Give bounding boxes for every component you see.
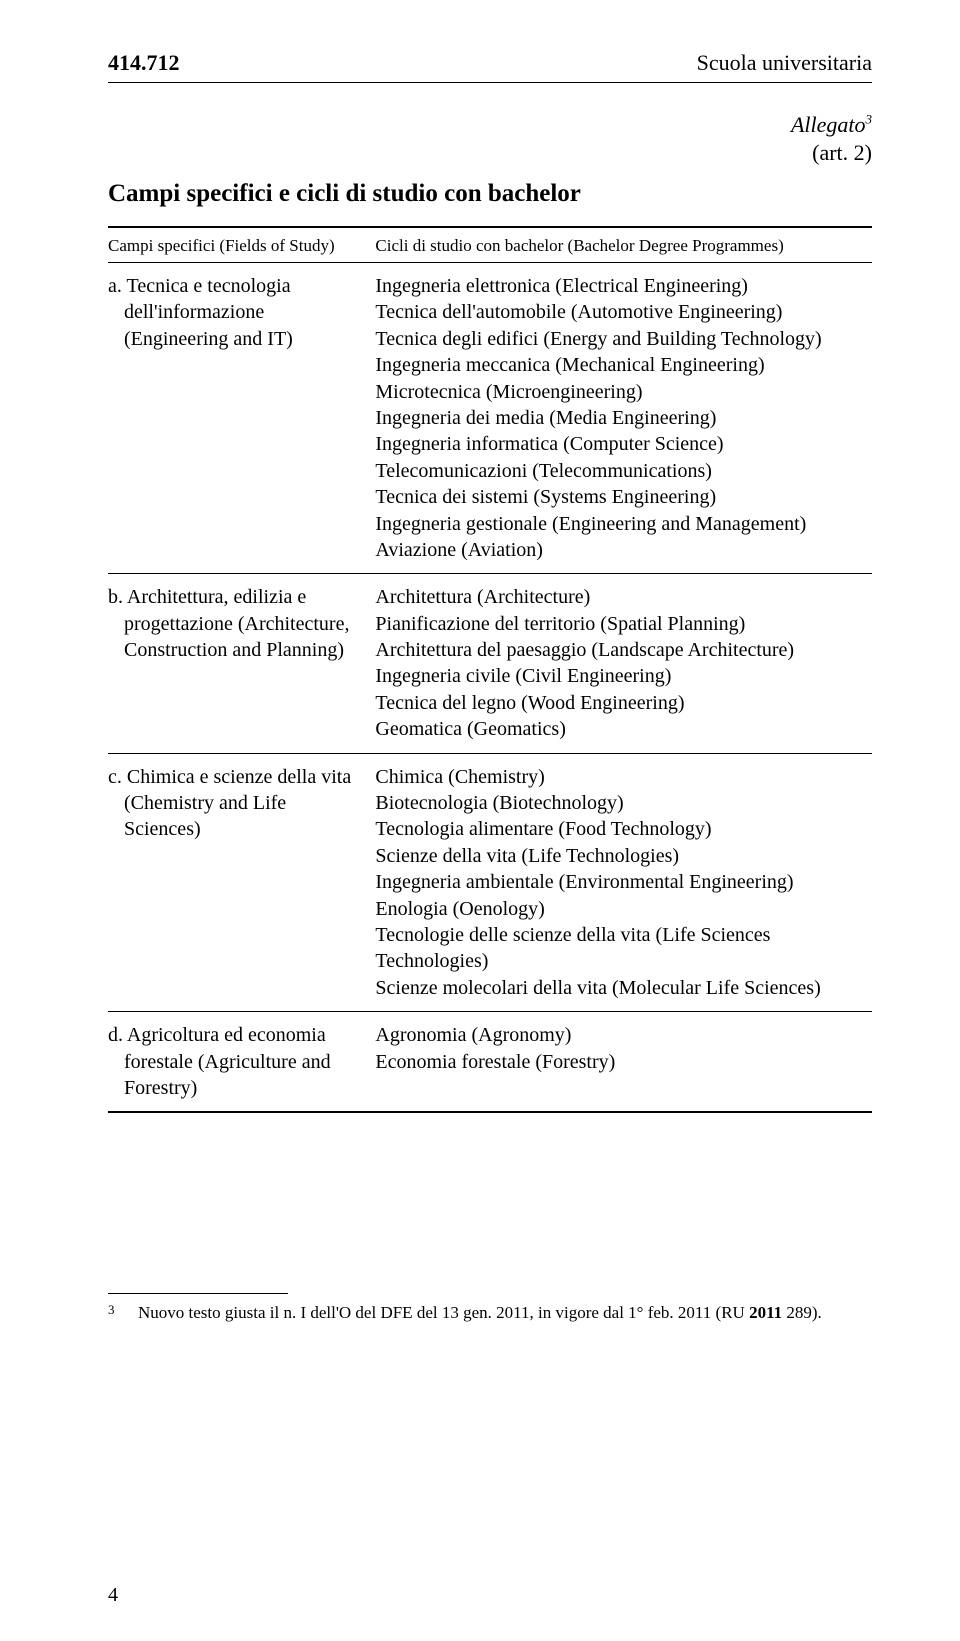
programme-item: Ingegneria civile (Civil Engineering)	[375, 663, 862, 689]
programme-item: Biotecnologia (Biotechnology)	[375, 790, 862, 816]
programme-item: Geomatica (Geomatics)	[375, 716, 862, 742]
field-cell: b. Architettura, edilizia e progettazion…	[108, 574, 375, 753]
programme-item: Ingegneria meccanica (Mechanical Enginee…	[375, 352, 862, 378]
table-header-programmes: Cicli di studio con bachelor (Bachelor D…	[375, 227, 872, 263]
allegato-label: Allegato	[791, 112, 866, 137]
table-row: d. Agricoltura ed economia forestale (Ag…	[108, 1012, 872, 1113]
table-header-fields: Campi specifici (Fields of Study)	[108, 227, 375, 263]
table-header-row: Campi specifici (Fields of Study) Cicli …	[108, 227, 872, 263]
footnote-number: 3	[108, 1302, 138, 1323]
page-number: 4	[108, 1584, 118, 1607]
programme-item: Chimica (Chemistry)	[375, 764, 862, 790]
programme-item: Tecnica dei sistemi (Systems Engineering…	[375, 484, 862, 510]
table-row: c. Chimica e scienze della vita (Chemist…	[108, 753, 872, 1012]
programme-item: Tecnica del legno (Wood Engineering)	[375, 690, 862, 716]
table-row: a. Tecnica e tecnologia dell'informazion…	[108, 263, 872, 574]
programme-item: Tecnica dell'automobile (Automotive Engi…	[375, 299, 862, 325]
programme-item: Tecnologie delle scienze della vita (Lif…	[375, 922, 862, 975]
field-label: a. Tecnica e tecnologia dell'informazion…	[108, 273, 365, 352]
programme-item: Ingegneria dei media (Media Engineering)	[375, 405, 862, 431]
footnote: 3 Nuovo testo giusta il n. I dell'O del …	[108, 1302, 872, 1323]
field-cell: d. Agricoltura ed economia forestale (Ag…	[108, 1012, 375, 1113]
programme-item: Economia forestale (Forestry)	[375, 1049, 862, 1075]
field-label: c. Chimica e scienze della vita (Chemist…	[108, 764, 365, 843]
programme-item: Scienze della vita (Life Technologies)	[375, 843, 862, 869]
programme-item: Agronomia (Agronomy)	[375, 1022, 862, 1048]
table-row: b. Architettura, edilizia e progettazion…	[108, 574, 872, 753]
programme-item: Architettura (Architecture)	[375, 584, 862, 610]
programme-item: Telecomunicazioni (Telecommunications)	[375, 458, 862, 484]
field-cell: c. Chimica e scienze della vita (Chemist…	[108, 753, 375, 1012]
field-label: b. Architettura, edilizia e progettazion…	[108, 584, 365, 663]
programme-item: Aviazione (Aviation)	[375, 537, 862, 563]
footnote-text: Nuovo testo giusta il n. I dell'O del DF…	[138, 1302, 822, 1323]
programme-item: Ingegneria ambientale (Environmental Eng…	[375, 869, 862, 895]
programme-item: Tecnologia alimentare (Food Technology)	[375, 816, 862, 842]
allegato-sup: 3	[866, 112, 873, 127]
programmes-cell: Ingegneria elettronica (Electrical Engin…	[375, 263, 872, 574]
document-area: Scuola universitaria	[697, 50, 872, 76]
programme-item: Tecnica degli edifici (Energy and Buildi…	[375, 326, 862, 352]
page-title: Campi specifici e cicli di studio con ba…	[108, 180, 872, 208]
document-code: 414.712	[108, 50, 180, 76]
programmes-cell: Agronomia (Agronomy)Economia forestale (…	[375, 1012, 872, 1113]
page-header: 414.712 Scuola universitaria	[108, 50, 872, 83]
field-cell: a. Tecnica e tecnologia dell'informazion…	[108, 263, 375, 574]
programme-item: Enologia (Oenology)	[375, 896, 862, 922]
fields-table: Campi specifici (Fields of Study) Cicli …	[108, 226, 872, 1113]
allegato-block: Allegato3 (art. 2)	[108, 111, 872, 166]
programme-item: Ingegneria gestionale (Engineering and M…	[375, 511, 862, 537]
programmes-cell: Chimica (Chemistry)Biotecnologia (Biotec…	[375, 753, 872, 1012]
programmes-cell: Architettura (Architecture)Pianificazion…	[375, 574, 872, 753]
footnote-separator	[108, 1293, 288, 1294]
programme-item: Scienze molecolari della vita (Molecular…	[375, 975, 862, 1001]
field-label: d. Agricoltura ed economia forestale (Ag…	[108, 1022, 365, 1101]
programme-item: Architettura del paesaggio (Landscape Ar…	[375, 637, 862, 663]
programme-item: Ingegneria informatica (Computer Science…	[375, 431, 862, 457]
programme-item: Ingegneria elettronica (Electrical Engin…	[375, 273, 862, 299]
allegato-art: (art. 2)	[812, 140, 872, 165]
programme-item: Pianificazione del territorio (Spatial P…	[375, 611, 862, 637]
programme-item: Microtecnica (Microengineering)	[375, 379, 862, 405]
